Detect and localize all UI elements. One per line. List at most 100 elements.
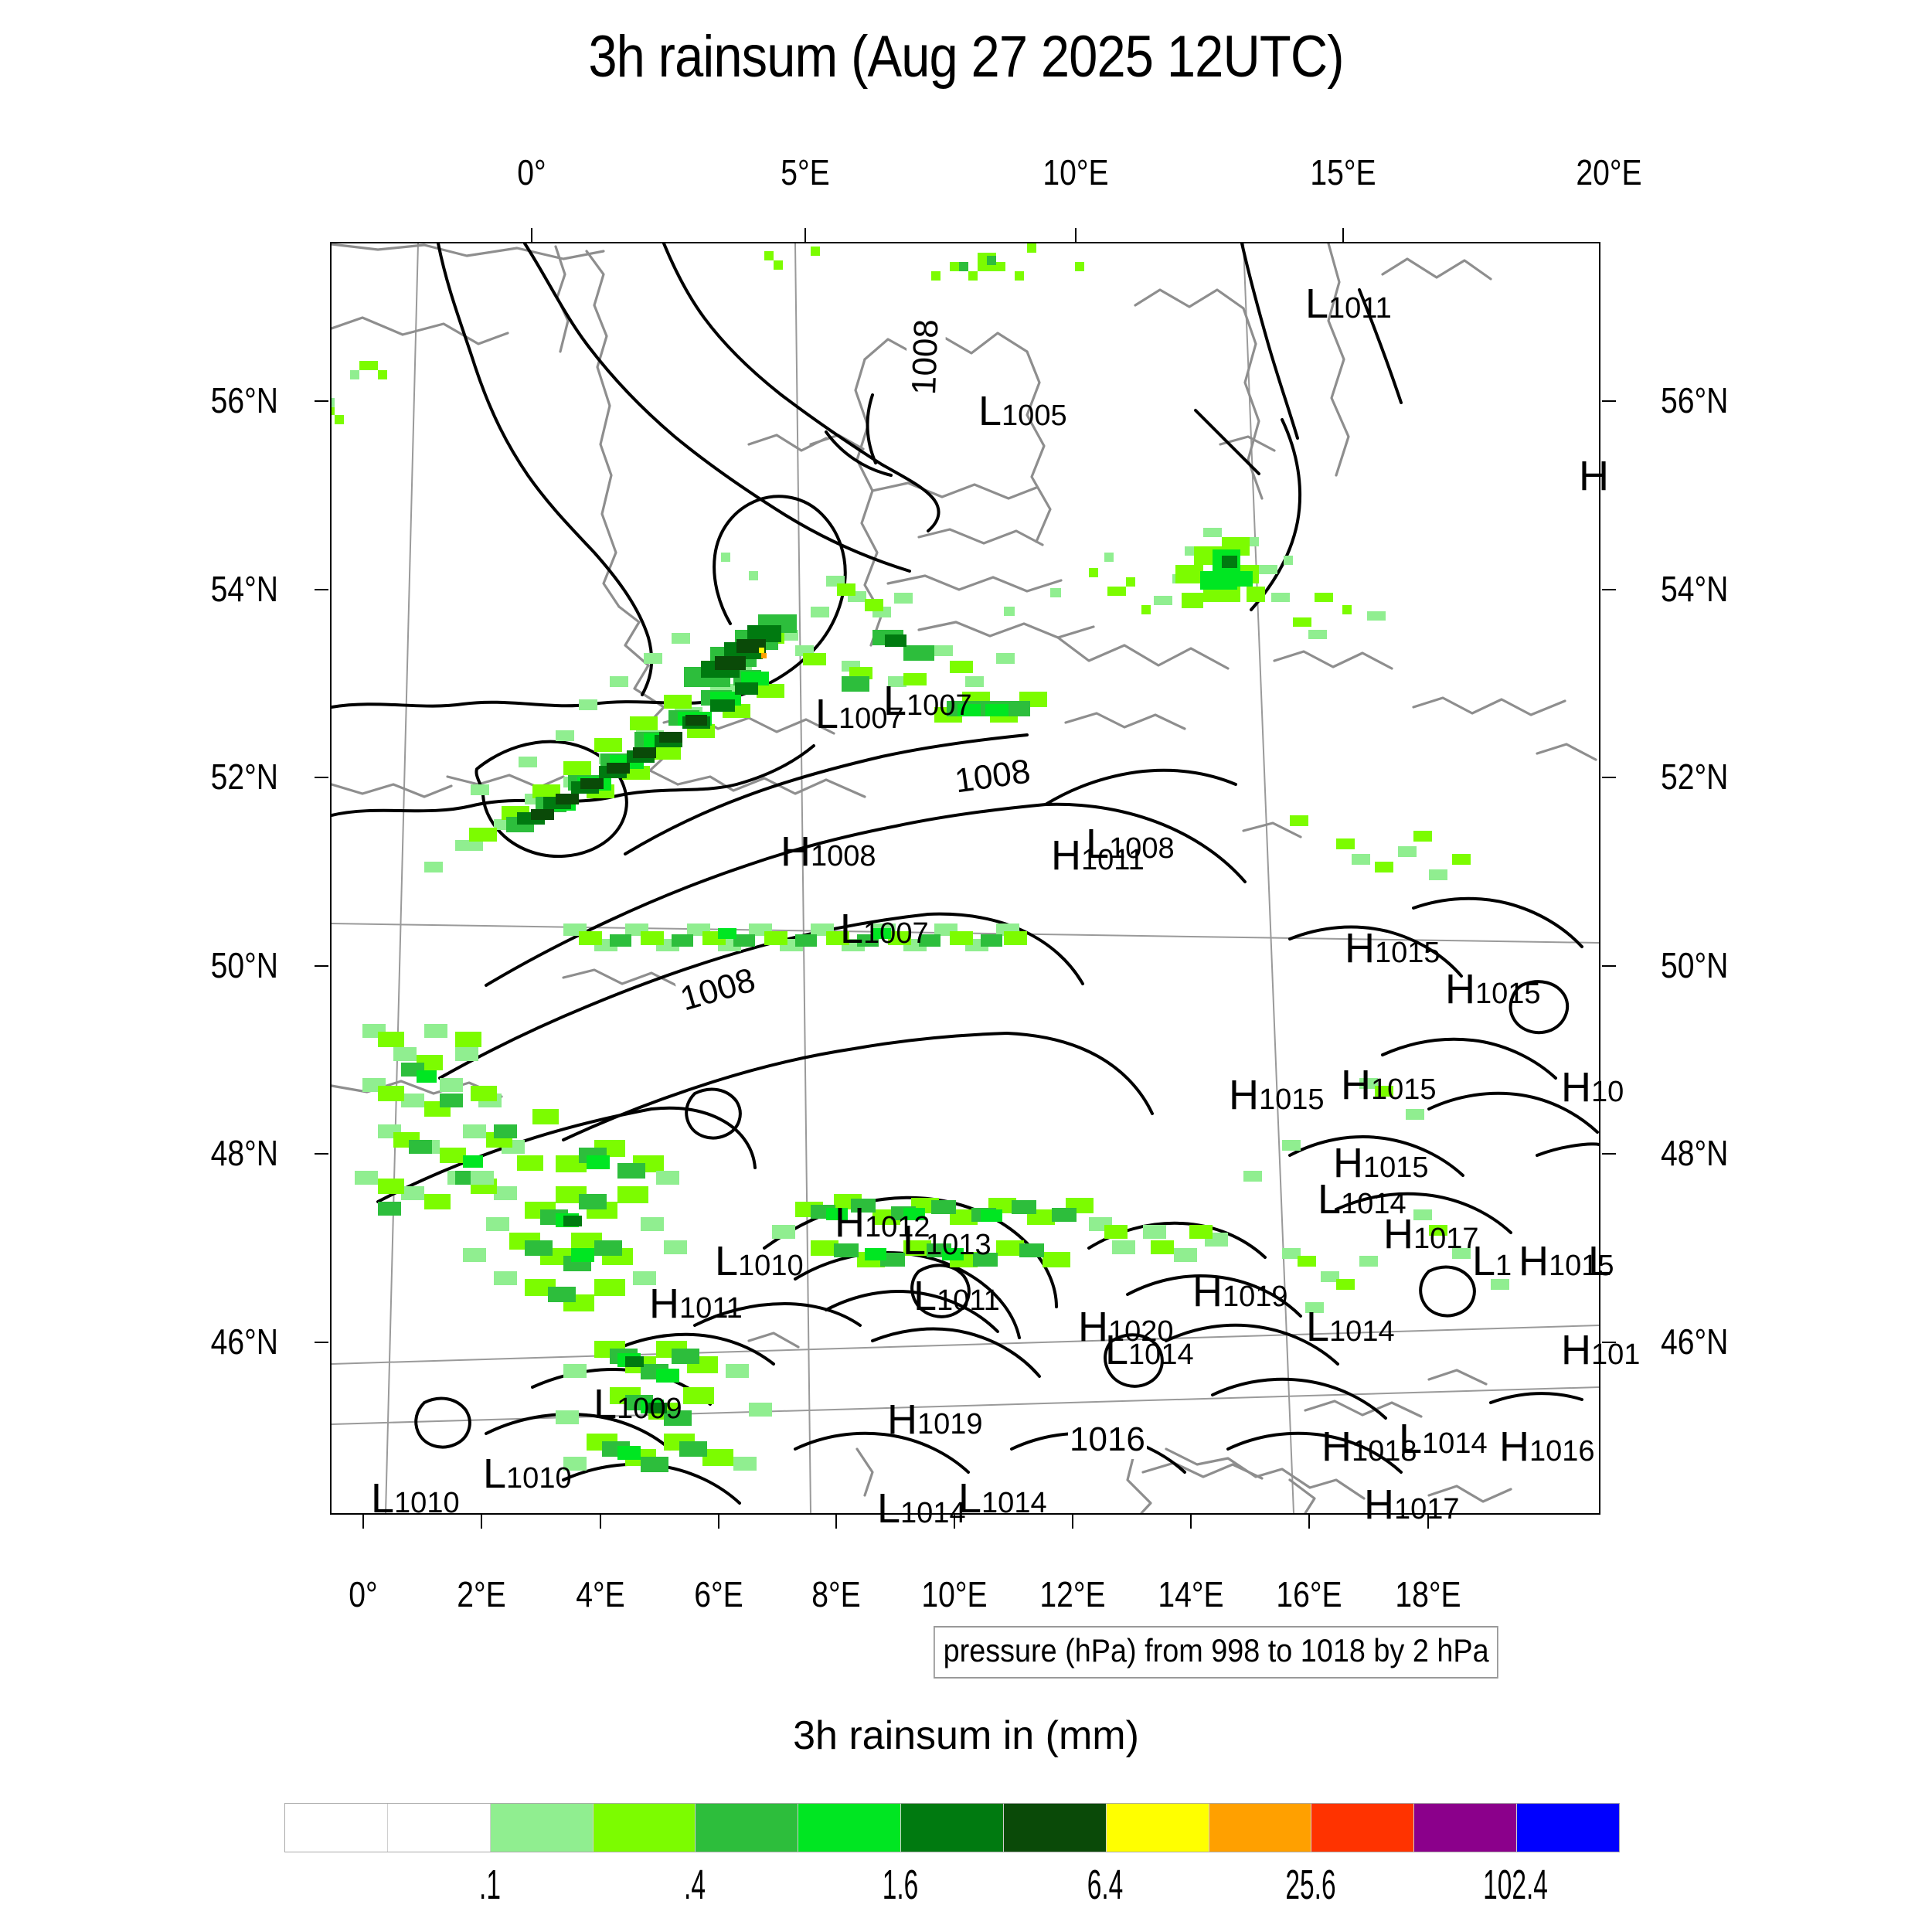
pressure-marker-value: 1011 xyxy=(679,1292,743,1325)
colorbar-swatch-12[interactable] xyxy=(1517,1804,1619,1852)
colorbar-swatch-6[interactable] xyxy=(901,1804,1004,1852)
pressure-marker-glyph: L xyxy=(877,1485,901,1532)
pressure-marker-h-31: H1019 xyxy=(887,1399,983,1440)
pressure-marker-l-36: L1010 xyxy=(483,1453,572,1495)
map-clip xyxy=(332,243,1599,1513)
right-axis-label-4: 48°N xyxy=(1661,1133,1729,1173)
pressure-marker-value: 1011 xyxy=(1328,292,1392,325)
pressure-marker-h-23: H1015 xyxy=(1519,1240,1614,1282)
pressure-marker-value: 1015 xyxy=(1549,1250,1614,1282)
pressure-marker-h-10: H1015 xyxy=(1445,968,1541,1010)
pressure-marker-glyph: L xyxy=(1306,1304,1330,1350)
pressure-marker-glyph: L xyxy=(903,1217,927,1264)
map-plot-area[interactable] xyxy=(330,242,1600,1515)
pressure-marker-glyph: H xyxy=(1078,1304,1108,1350)
bottom-tick-6 xyxy=(1072,1515,1073,1529)
pressure-marker-h-21: H1019 xyxy=(1192,1271,1288,1313)
pressure-marker-h-25: H1011 xyxy=(649,1283,743,1325)
pressure-marker-glyph: H xyxy=(1192,1269,1223,1315)
pressure-marker-h-39: H1017 xyxy=(1364,1484,1460,1526)
top-axis-label-1: 5°E xyxy=(781,152,830,192)
pressure-marker-value: 101 xyxy=(1591,1338,1641,1371)
left-axis-label-2: 52°N xyxy=(210,757,278,797)
pressure-marker-glyph: L xyxy=(1105,1327,1129,1373)
pressure-marker-value: 1010 xyxy=(738,1250,804,1282)
top-axis-label-4: 20°E xyxy=(1576,152,1642,192)
colorbar-swatch-5[interactable] xyxy=(798,1804,902,1852)
bottom-axis-label-5: 10°E xyxy=(921,1574,988,1614)
pressure-marker-value: 1 xyxy=(1495,1250,1512,1282)
pressure-marker-glyph: L xyxy=(1318,1176,1342,1223)
pressure-marker-value: 1013 xyxy=(926,1229,992,1261)
bottom-tick-9 xyxy=(1427,1515,1429,1529)
left-axis-label-5: 46°N xyxy=(210,1321,278,1362)
right-axis-label-3: 50°N xyxy=(1661,945,1729,985)
pressure-marker-glyph: L xyxy=(913,1273,937,1319)
colorbar-swatch-11[interactable] xyxy=(1414,1804,1518,1852)
right-axis-label-1: 54°N xyxy=(1661,569,1729,609)
pressure-marker-l-1: L1005 xyxy=(978,390,1067,432)
colorbar-swatch-2[interactable] xyxy=(490,1804,594,1852)
colorbar-tick-label-3: 6.4 xyxy=(1087,1862,1124,1908)
top-tick-3 xyxy=(1342,228,1344,242)
left-tick-3 xyxy=(315,965,328,967)
pressure-marker-l-22: L1 xyxy=(1472,1240,1512,1282)
colorbar[interactable] xyxy=(284,1803,1620,1852)
colorbar-tick-label-4: 25.6 xyxy=(1285,1862,1336,1908)
pressure-marker-h-32: H1018 xyxy=(1321,1426,1417,1468)
pressure-marker-l-8: L1007 xyxy=(840,908,929,950)
pressure-marker-glyph: L xyxy=(594,1381,617,1427)
pressure-marker-value: 1008 xyxy=(811,840,876,872)
right-tick-0 xyxy=(1602,400,1616,402)
pressure-marker-value: 1009 xyxy=(617,1393,682,1425)
pressure-marker-value: 1014 xyxy=(900,1497,966,1529)
pressure-marker-l-17: L1013 xyxy=(903,1219,992,1261)
pressure-marker-glyph: H xyxy=(1321,1423,1352,1470)
pressure-marker-l-27: L1014 xyxy=(1306,1306,1395,1348)
bottom-axis-label-8: 16°E xyxy=(1276,1574,1342,1614)
pressure-marker-h-29: H101 xyxy=(1561,1329,1640,1371)
pressure-marker-value: 1014 xyxy=(1341,1188,1406,1220)
colorbar-swatch-8[interactable] xyxy=(1106,1804,1209,1852)
pressure-marker-glyph: L xyxy=(1472,1238,1496,1284)
pressure-marker-l-37: L1014 xyxy=(877,1488,966,1529)
pressure-marker-value: 1010 xyxy=(506,1462,572,1495)
colorbar-tick-label-0: .1 xyxy=(478,1862,501,1908)
pressure-marker-value: 1012 xyxy=(865,1211,930,1243)
colorbar-swatch-7[interactable] xyxy=(1003,1804,1107,1852)
colorbar-swatch-1[interactable] xyxy=(387,1804,491,1852)
pressure-marker-value: 1007 xyxy=(863,917,929,950)
map-graphics xyxy=(332,243,1599,1513)
bottom-axis-label-2: 4°E xyxy=(576,1574,625,1614)
pressure-marker-value: 1016 xyxy=(1529,1435,1595,1468)
colorbar-tick-label-5: 102.4 xyxy=(1483,1862,1549,1908)
pressure-marker-value: 1019 xyxy=(1223,1281,1288,1313)
left-tick-0 xyxy=(315,400,328,402)
top-axis-label-0: 0° xyxy=(517,152,546,192)
left-tick-5 xyxy=(315,1342,328,1343)
bottom-tick-5 xyxy=(954,1515,955,1529)
pressure-marker-l-28: L1014 xyxy=(1105,1329,1194,1371)
bottom-axis-label-7: 14°E xyxy=(1158,1574,1224,1614)
contour-label-3: 1016 xyxy=(1068,1420,1147,1459)
left-axis-label-0: 56°N xyxy=(210,380,278,420)
colorbar-swatch-4[interactable] xyxy=(696,1804,799,1852)
pressure-marker-glyph: L xyxy=(958,1475,982,1522)
pressure-marker-glyph: L xyxy=(1305,281,1329,327)
pressure-marker-value: 1020 xyxy=(1108,1315,1174,1348)
pressure-marker-glyph: H xyxy=(1383,1211,1413,1257)
top-tick-2 xyxy=(1075,228,1077,242)
pressure-marker-value: 10 xyxy=(1591,1076,1624,1108)
pressure-marker-l-19: L1010 xyxy=(715,1240,804,1282)
bottom-tick-3 xyxy=(718,1515,719,1529)
pressure-marker-l-15: L1014 xyxy=(1318,1179,1406,1220)
pressure-marker-glyph: H xyxy=(887,1396,917,1443)
top-axis-label-3: 15°E xyxy=(1310,152,1376,192)
colorbar-swatch-3[interactable] xyxy=(593,1804,696,1852)
pressure-marker-l-4: L1007 xyxy=(815,693,904,735)
right-tick-3 xyxy=(1602,965,1616,967)
colorbar-swatch-9[interactable] xyxy=(1209,1804,1312,1852)
pressure-marker-glyph: H xyxy=(1364,1481,1394,1528)
colorbar-swatch-10[interactable] xyxy=(1311,1804,1415,1852)
colorbar-swatch-0[interactable] xyxy=(285,1804,388,1852)
